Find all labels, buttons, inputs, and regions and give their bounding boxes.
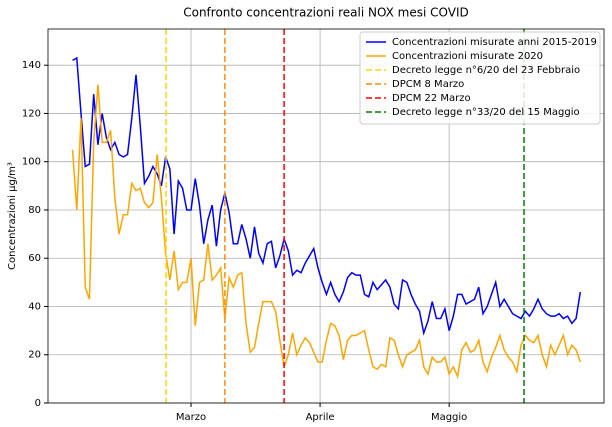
y-tick-label: 140 (22, 60, 41, 71)
x-tick-label: Maggio (431, 412, 467, 423)
legend-label: Concentrazioni misurate 2020 (392, 51, 543, 62)
chart-title: Confronto concentrazioni reali NOX mesi … (183, 6, 469, 20)
y-tick-label: 120 (22, 108, 41, 119)
y-axis-label: Concentrazioni μg/m³ (7, 162, 18, 270)
legend-label: DPCM 8 Marzo (392, 79, 464, 90)
legend-label: Decreto legge n°33/20 del 15 Maggio (392, 107, 580, 118)
plot-frame (47, 28, 605, 404)
legend-label: Decreto legge n°6/20 del 23 Febbraio (392, 65, 580, 76)
line-series (72, 56, 582, 336)
y-tick-label: 20 (28, 350, 41, 361)
y-tick-label: 40 (28, 301, 41, 312)
y-tick-label: 0 (35, 398, 41, 409)
legend-label: Concentrazioni misurate anni 2015-2019 (392, 37, 597, 48)
x-tick-label: Aprile (306, 412, 335, 423)
y-tick-label: 80 (28, 205, 41, 216)
y-tick-label: 100 (22, 157, 41, 168)
line-series (71, 84, 582, 380)
legend-box (359, 31, 601, 125)
legend-label: DPCM 22 Marzo (392, 93, 471, 104)
y-tick-label: 60 (28, 253, 41, 264)
x-tick-label: Marzo (176, 412, 206, 423)
